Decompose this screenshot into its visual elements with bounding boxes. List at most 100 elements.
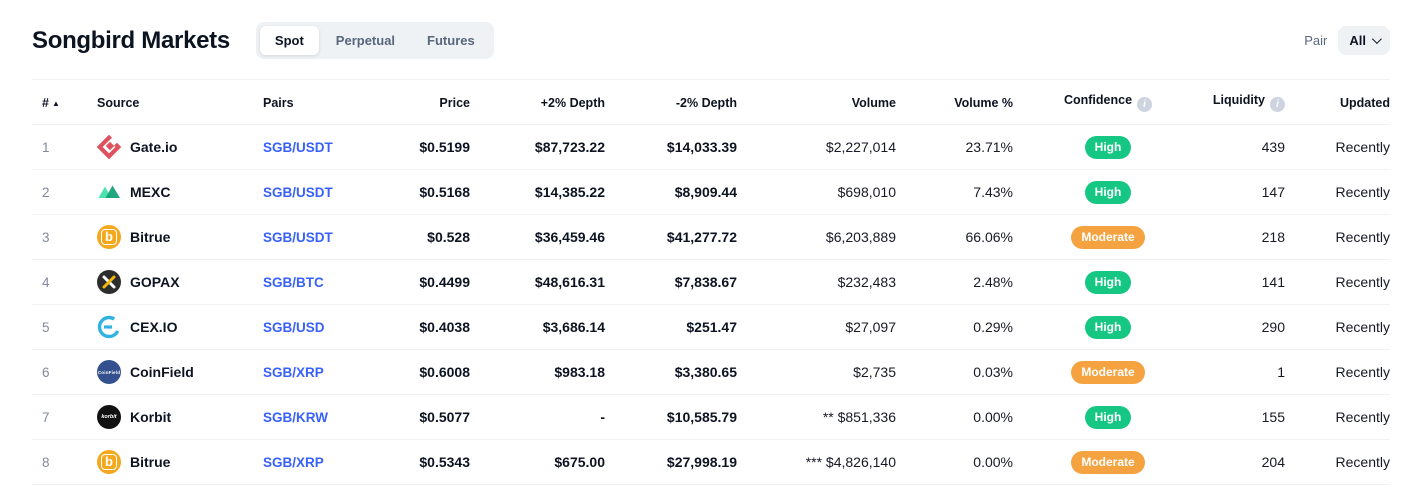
chevron-down-icon xyxy=(1371,34,1382,45)
volume-pct-cell: 23.71% xyxy=(896,124,1013,170)
pair-link[interactable]: SGB/KRW xyxy=(263,410,329,425)
markets-toolbar: Songbird Markets Spot Perpetual Futures … xyxy=(0,0,1422,79)
table-row: 5 CEX.IO SGB/USD $0.4038 $3,686.14 $251.47 $2… xyxy=(32,304,1390,350)
rank-cell: 5 xyxy=(32,304,87,350)
exchange-name: GOPAX xyxy=(130,274,180,290)
column-header-depth-plus[interactable]: +2% Depth xyxy=(470,79,605,125)
volume-cell: $2,227,014 xyxy=(737,124,896,170)
confidence-cell: High xyxy=(1013,124,1203,170)
column-header-rank[interactable]: # ▲ xyxy=(32,79,87,125)
source-cell: b Bitrue xyxy=(87,214,263,260)
volume-cell: $27,097 xyxy=(737,304,896,350)
volume-pct-cell: 0.03% xyxy=(896,349,1013,395)
rank-cell: 6 xyxy=(32,349,87,395)
exchange-link[interactable]: korbit Korbit xyxy=(97,405,263,429)
exchange-name: Korbit xyxy=(130,409,172,425)
table-row: 6 CoinField CoinField SGB/XRP $0.6008 $983.1… xyxy=(32,349,1390,395)
source-cell: korbit Korbit xyxy=(87,394,263,440)
price-cell: $0.4499 xyxy=(383,259,470,305)
column-header-price[interactable]: Price xyxy=(383,79,470,125)
pair-cell: SGB/USD xyxy=(263,304,383,350)
gateio-logo-icon xyxy=(97,135,121,159)
liquidity-cell: 204 xyxy=(1203,439,1285,485)
depth-plus-cell: $983.18 xyxy=(470,349,605,395)
column-header-volume[interactable]: Volume xyxy=(737,79,896,125)
pair-link[interactable]: SGB/XRP xyxy=(263,365,324,380)
updated-cell: Recently xyxy=(1285,124,1390,170)
exchange-link[interactable]: b Bitrue xyxy=(97,450,263,474)
column-header-pairs[interactable]: Pairs xyxy=(263,79,383,125)
exchange-name: Bitrue xyxy=(130,229,171,245)
volume-pct-cell: 7.43% xyxy=(896,169,1013,215)
exchange-link[interactable]: CEX.IO xyxy=(97,315,263,339)
confidence-badge: High xyxy=(1084,135,1132,159)
pair-link[interactable]: SGB/BTC xyxy=(263,275,324,290)
updated-cell: Recently xyxy=(1285,259,1390,305)
price-cell: $0.5343 xyxy=(383,439,470,485)
column-header-depth-minus[interactable]: -2% Depth xyxy=(605,79,737,125)
source-cell: GOPAX xyxy=(87,259,263,305)
table-row: 3 b Bitrue SGB/USDT $0.528 $36,459.46 $41,277… xyxy=(32,214,1390,260)
liquidity-cell: 155 xyxy=(1203,394,1285,440)
pair-link[interactable]: SGB/USDT xyxy=(263,140,333,155)
confidence-badge: Moderate xyxy=(1071,450,1145,474)
sort-asc-icon: ▲ xyxy=(51,98,60,108)
exchange-link[interactable]: MEXC xyxy=(97,180,263,204)
depth-plus-cell: $3,686.14 xyxy=(470,304,605,350)
table-row: 8 b Bitrue SGB/XRP $0.5343 $675.00 $27,998.19… xyxy=(32,439,1390,485)
updated-cell: Recently xyxy=(1285,169,1390,215)
updated-cell: Recently xyxy=(1285,214,1390,260)
pair-cell: SGB/USDT xyxy=(263,169,383,215)
confidence-cell: High xyxy=(1013,394,1203,440)
bitrue-logo-icon: b xyxy=(97,450,121,474)
tab-perpetual[interactable]: Perpetual xyxy=(335,33,396,48)
tab-futures[interactable]: Futures xyxy=(427,33,475,48)
price-cell: $0.5168 xyxy=(383,169,470,215)
tab-spot[interactable]: Spot xyxy=(259,26,319,55)
depth-minus-cell: $3,380.65 xyxy=(605,349,737,395)
pair-filter-dropdown[interactable]: All xyxy=(1338,26,1390,55)
volume-pct-cell: 2.48% xyxy=(896,259,1013,305)
liquidity-cell: 1 xyxy=(1203,349,1285,395)
pair-link[interactable]: SGB/USDT xyxy=(263,185,333,200)
depth-minus-cell: $27,998.19 xyxy=(605,439,737,485)
column-header-liquidity[interactable]: Liquidity i xyxy=(1203,79,1285,125)
confidence-cell: High xyxy=(1013,304,1203,350)
column-header-updated[interactable]: Updated xyxy=(1285,79,1390,125)
exchange-link[interactable]: CoinField CoinField xyxy=(97,360,263,384)
pair-cell: SGB/XRP xyxy=(263,439,383,485)
exchange-link[interactable]: b Bitrue xyxy=(97,225,263,249)
volume-cell: ** $851,336 xyxy=(737,394,896,440)
column-header-source[interactable]: Source xyxy=(87,79,263,125)
volume-pct-cell: 66.06% xyxy=(896,214,1013,260)
depth-minus-cell: $10,585.79 xyxy=(605,394,737,440)
depth-minus-cell: $14,033.39 xyxy=(605,124,737,170)
price-cell: $0.6008 xyxy=(383,349,470,395)
pair-filter-value: All xyxy=(1349,33,1366,48)
exchange-link[interactable]: GOPAX xyxy=(97,270,263,294)
column-header-confidence[interactable]: Confidence i xyxy=(1013,79,1203,125)
info-icon[interactable]: i xyxy=(1270,97,1285,112)
volume-cell: $232,483 xyxy=(737,259,896,305)
rank-cell: 1 xyxy=(32,124,87,170)
pair-link[interactable]: SGB/XRP xyxy=(263,455,324,470)
rank-cell: 2 xyxy=(32,169,87,215)
info-icon[interactable]: i xyxy=(1137,97,1153,112)
table-row: 2 MEXC SGB/USDT $0.5168 $14,385.22 $8,909.44… xyxy=(32,169,1390,215)
source-cell: CoinField CoinField xyxy=(87,349,263,395)
confidence-cell: Moderate xyxy=(1013,439,1203,485)
pair-cell: SGB/XRP xyxy=(263,349,383,395)
price-cell: $0.4038 xyxy=(383,304,470,350)
pair-cell: SGB/USDT xyxy=(263,124,383,170)
liquidity-cell: 439 xyxy=(1203,124,1285,170)
pair-link[interactable]: SGB/USD xyxy=(263,320,325,335)
column-header-volume-pct[interactable]: Volume % xyxy=(896,79,1013,125)
pair-link[interactable]: SGB/USDT xyxy=(263,230,333,245)
depth-minus-cell: $8,909.44 xyxy=(605,169,737,215)
rank-cell: 8 xyxy=(32,439,87,485)
depth-minus-cell: $7,838.67 xyxy=(605,259,737,305)
depth-plus-cell: $87,723.22 xyxy=(470,124,605,170)
exchange-link[interactable]: Gate.io xyxy=(97,135,263,159)
exchange-name: CoinField xyxy=(130,364,194,380)
liquidity-cell: 290 xyxy=(1203,304,1285,350)
